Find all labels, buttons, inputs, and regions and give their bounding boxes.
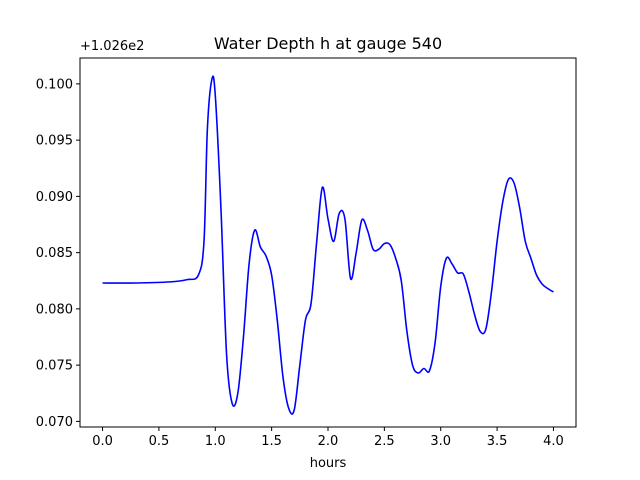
x-tick-label: 0.5 [149,434,170,449]
chart-title: Water Depth h at gauge 540 [214,34,442,53]
x-tick-label: 1.0 [205,434,226,449]
x-tick-label: 4.0 [543,434,564,449]
y-tick-label: 0.070 [36,415,73,430]
x-tick-label: 1.5 [261,434,282,449]
y-tick-label: 0.075 [36,359,73,374]
x-tick-label: 3.5 [487,434,508,449]
y-tick-label: 0.100 [36,77,73,92]
y-offset-label: +1.026e2 [80,39,144,54]
y-tick-label: 0.090 [36,190,73,205]
x-axis: 0.0 0.5 1.0 1.5 2.0 2.5 3.0 3.5 4.0 [92,427,564,449]
x-axis-label: hours [310,456,347,471]
plot-area [102,75,554,415]
x-tick-label: 2.5 [374,434,395,449]
series-line [102,75,554,415]
y-axis: 0.070 0.075 0.080 0.085 0.090 0.095 0.100 [36,77,80,430]
x-tick-label: 2.0 [318,434,339,449]
axes-frame [79,57,577,428]
x-tick-label: 0.0 [92,434,113,449]
y-tick-label: 0.085 [36,246,73,261]
x-tick-label: 3.0 [430,434,451,449]
y-tick-label: 0.095 [36,134,73,149]
y-tick-label: 0.080 [36,302,73,317]
